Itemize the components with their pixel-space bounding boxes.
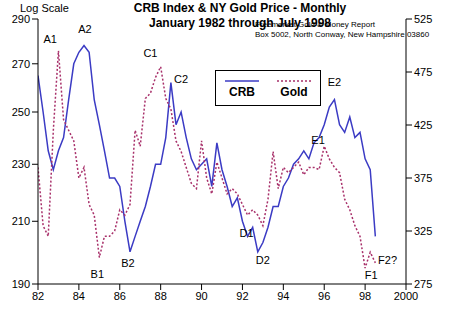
svg-text:F1: F1 (365, 269, 378, 281)
svg-text:210: 210 (12, 215, 30, 227)
svg-text:250: 250 (12, 106, 30, 118)
html-text:January 1982 through July 1998: January 1982 through July 1998 (149, 16, 331, 30)
svg-text:98: 98 (359, 290, 371, 302)
html-text:Log Scale: Log Scale (20, 2, 69, 14)
svg-text:A1: A1 (44, 33, 57, 45)
html-text:CRB Index & NY Gold Price - Mo: CRB Index & NY Gold Price - Monthly (133, 1, 347, 15)
svg-text:D2: D2 (256, 254, 270, 266)
svg-text:E2: E2 (328, 76, 341, 88)
svg-text:88: 88 (155, 290, 167, 302)
svg-text:90: 90 (195, 290, 207, 302)
svg-text:F2?: F2? (378, 254, 397, 266)
svg-text:325: 325 (414, 225, 432, 237)
svg-text:275: 275 (414, 278, 432, 290)
svg-text:270: 270 (12, 58, 30, 70)
svg-text:82: 82 (32, 290, 44, 302)
svg-text:D1: D1 (240, 227, 254, 239)
svg-text:84: 84 (73, 290, 85, 302)
svg-text:525: 525 (414, 13, 432, 25)
svg-text:86: 86 (114, 290, 126, 302)
svg-text:B2: B2 (121, 257, 134, 269)
svg-text:C1: C1 (143, 47, 157, 59)
svg-text:190: 190 (12, 278, 30, 290)
svg-text:2000: 2000 (394, 290, 418, 302)
html-text:CRB: CRB (229, 85, 255, 99)
svg-text:96: 96 (318, 290, 330, 302)
html-text:Gold: Gold (280, 85, 308, 99)
svg-text:375: 375 (414, 172, 432, 184)
svg-text:230: 230 (12, 158, 30, 170)
html-text:Freemarket Gold & Money Report: Freemarket Gold & Money Report (255, 20, 375, 29)
svg-text:290: 290 (12, 13, 30, 25)
svg-text:425: 425 (414, 119, 432, 131)
svg-text:92: 92 (236, 290, 248, 302)
svg-text:B1: B1 (91, 268, 104, 280)
svg-text:C2: C2 (174, 73, 188, 85)
svg-text:E1: E1 (311, 134, 324, 146)
html-text:Box 5002, North Conway, New Ha: Box 5002, North Conway, New Hampshire 03… (255, 30, 430, 39)
svg-text:A2: A2 (78, 23, 91, 35)
svg-text:475: 475 (414, 66, 432, 78)
svg-text:94: 94 (277, 290, 289, 302)
